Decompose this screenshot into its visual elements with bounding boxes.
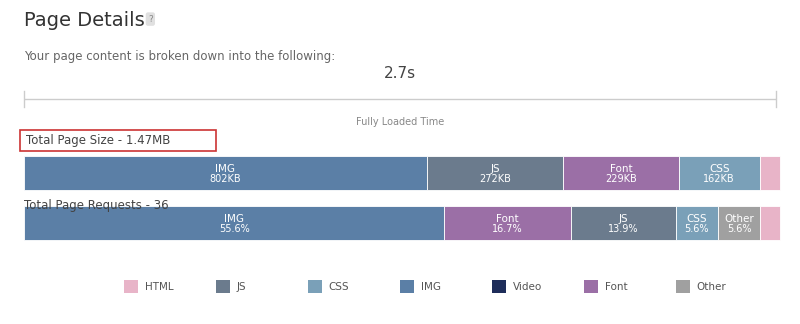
Text: 13.9%: 13.9% — [608, 224, 638, 234]
Text: Other: Other — [724, 214, 754, 224]
Text: Your page content is broken down into the following:: Your page content is broken down into th… — [24, 50, 335, 63]
Bar — [676, 206, 718, 240]
Text: Page Details: Page Details — [24, 11, 145, 30]
Bar — [444, 206, 570, 240]
Text: 16.7%: 16.7% — [492, 224, 522, 234]
Bar — [584, 280, 598, 293]
Bar — [24, 206, 444, 240]
Bar — [718, 206, 760, 240]
Text: Total Page Requests - 36: Total Page Requests - 36 — [24, 199, 169, 212]
Text: 162KB: 162KB — [703, 174, 735, 184]
Text: 802KB: 802KB — [210, 174, 242, 184]
Text: 2.7s: 2.7s — [384, 66, 416, 81]
Text: Font: Font — [605, 282, 627, 292]
Text: HTML: HTML — [145, 282, 174, 292]
Text: IMG: IMG — [215, 164, 235, 174]
Text: Font: Font — [610, 164, 632, 174]
Text: CSS: CSS — [329, 282, 350, 292]
Bar — [760, 206, 780, 240]
Text: JS: JS — [237, 282, 246, 292]
Text: Total Page Size - 1.47MB: Total Page Size - 1.47MB — [26, 133, 170, 147]
Text: 272KB: 272KB — [479, 174, 511, 184]
Text: JS: JS — [618, 214, 628, 224]
Bar — [563, 156, 678, 190]
Bar — [427, 156, 563, 190]
Text: IMG: IMG — [421, 282, 441, 292]
Bar — [570, 206, 676, 240]
Text: Fully Loaded Time: Fully Loaded Time — [356, 117, 444, 127]
Text: 5.6%: 5.6% — [727, 224, 751, 234]
Text: Font: Font — [496, 214, 518, 224]
Bar — [308, 280, 322, 293]
Text: ?: ? — [148, 15, 153, 24]
Bar — [216, 280, 230, 293]
Text: IMG: IMG — [224, 214, 244, 224]
Text: Other: Other — [697, 282, 726, 292]
Bar — [678, 156, 760, 190]
Text: 55.6%: 55.6% — [218, 224, 250, 234]
Bar — [400, 280, 414, 293]
Bar — [492, 280, 506, 293]
Bar — [760, 156, 780, 190]
Text: Video: Video — [513, 282, 542, 292]
Bar — [24, 156, 427, 190]
Text: 5.6%: 5.6% — [685, 224, 709, 234]
Text: 229KB: 229KB — [605, 174, 637, 184]
Bar — [124, 280, 138, 293]
Text: CSS: CSS — [686, 214, 707, 224]
Text: JS: JS — [490, 164, 500, 174]
Text: CSS: CSS — [709, 164, 730, 174]
Bar — [676, 280, 690, 293]
